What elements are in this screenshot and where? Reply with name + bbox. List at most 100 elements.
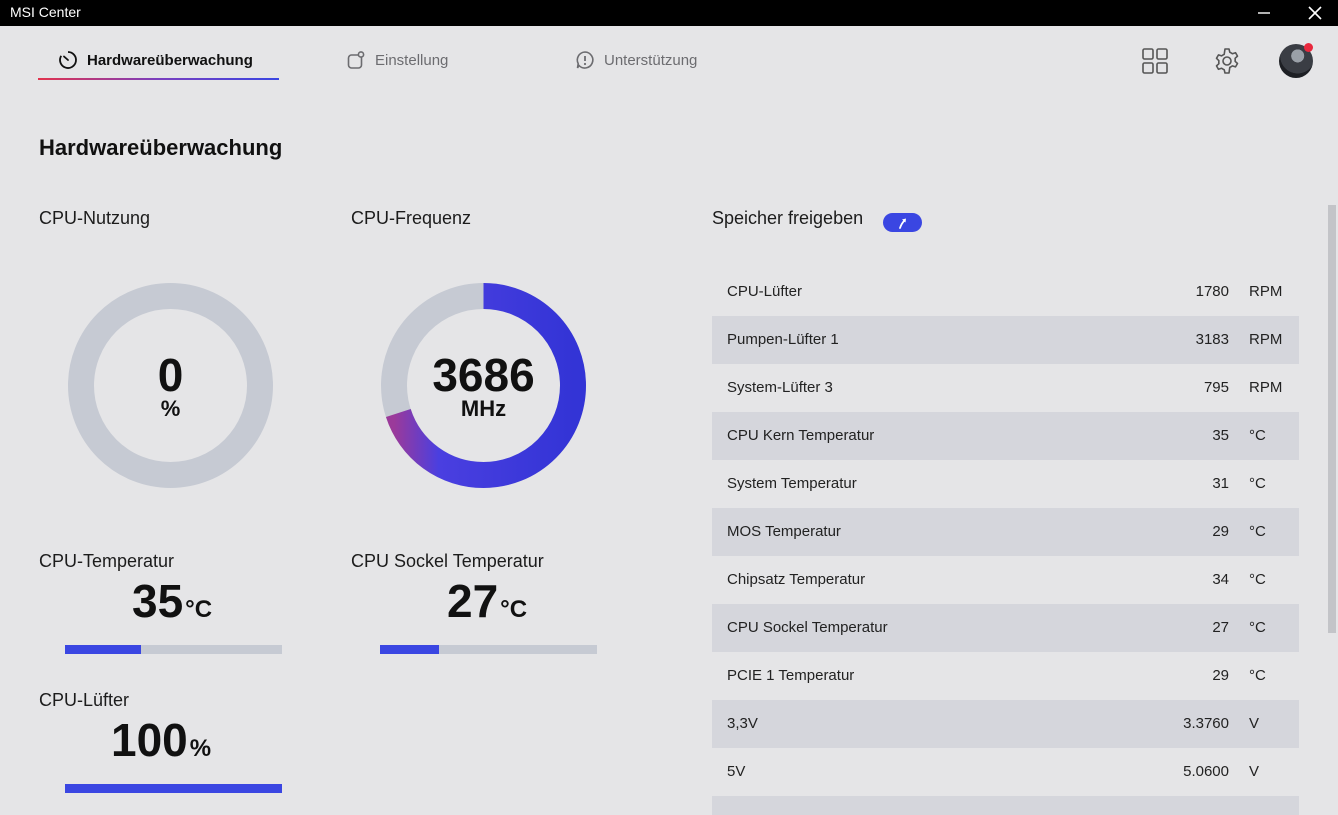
sensor-name: CPU Sockel Temperatur	[727, 619, 888, 636]
sensor-row: CPU Sockel Temperatur 27 °C	[712, 604, 1299, 652]
socket-temp-bar	[380, 645, 597, 654]
sensor-value: 1780	[1195, 283, 1229, 300]
memory-release-button[interactable]	[883, 213, 922, 232]
socket-temp-reading: 27 °C	[447, 574, 527, 628]
sensor-value: 3.3760	[1183, 715, 1229, 732]
sensor-unit: °C	[1249, 619, 1266, 636]
socket-temp-value: 27	[447, 575, 499, 627]
active-tab-indicator	[38, 78, 279, 80]
sensor-name: System-Lüfter 3	[727, 379, 833, 396]
sensor-unit: RPM	[1249, 283, 1283, 300]
sensor-value: 795	[1203, 379, 1229, 396]
gauge-arc	[381, 283, 586, 488]
boost-arrow-icon	[898, 218, 906, 229]
page-title: Hardwareüberwachung	[39, 135, 283, 160]
cpu-usage-value: 0	[157, 348, 184, 401]
sensor-unit: °C	[1249, 523, 1266, 540]
sensor-row: System Temperatur 31 °C	[712, 460, 1299, 508]
notification-dot	[1304, 43, 1313, 52]
sensor-value: 3183	[1195, 331, 1229, 348]
sensor-value: 29	[1212, 667, 1229, 684]
sensor-unit: °C	[1249, 427, 1266, 444]
bar-fill	[65, 784, 282, 793]
tab-hardwareueberwachung[interactable]: Hardwareüberwachung	[57, 40, 253, 80]
cpu-usage-label: CPU-Nutzung	[39, 208, 151, 228]
sensor-unit: V	[1249, 763, 1260, 780]
sensor-unit: °C	[1249, 475, 1266, 492]
sensor-value: 34	[1212, 571, 1229, 588]
sensor-row: Pumpen-Lüfter 1 3183 RPM	[712, 316, 1299, 364]
sensor-value: 31	[1212, 475, 1229, 492]
cpu-fan-unit: %	[189, 735, 212, 762]
sensor-unit: RPM	[1249, 331, 1283, 348]
sensor-unit: RPM	[1249, 379, 1283, 396]
gear-icon	[1215, 48, 1239, 74]
cpu-freq-unit: MHz	[460, 395, 507, 421]
cpu-freq-gauge: 3686 MHz	[381, 283, 586, 488]
sensor-list: CPU-Lüfter 1780 RPM Pumpen-Lüfter 1 3183 RPM S…	[712, 268, 1299, 815]
gauge-track	[68, 283, 273, 488]
title-bar: MSI Center	[0, 0, 1338, 26]
cpu-usage-gauge: 0 %	[68, 283, 273, 488]
close-button[interactable]	[1292, 0, 1338, 26]
cpu-freq-value: 3686	[432, 348, 535, 401]
apps-grid-button[interactable]	[1138, 44, 1172, 78]
sensor-name: MOS Temperatur	[727, 523, 841, 540]
sensor-value: 35	[1212, 427, 1229, 444]
sensor-row: System-Lüfter 3 795 RPM	[712, 364, 1299, 412]
sensor-value: 29	[1212, 523, 1229, 540]
support-icon	[574, 49, 596, 71]
cpu-temp-unit: °C	[185, 596, 213, 623]
sensor-name: CPU-Lüfter	[727, 283, 803, 300]
socket-temp-label: CPU Sockel Temperatur	[351, 551, 544, 571]
sensor-row: Chipsatz Temperatur 34 °C	[712, 556, 1299, 604]
cpu-temp-bar	[65, 645, 282, 654]
sensor-row: CPU Kern Temperatur 35 °C	[712, 412, 1299, 460]
settings-button[interactable]	[1210, 44, 1244, 78]
sensor-row: 5V 5.0600 V	[712, 748, 1299, 796]
tab-unterstuetzung[interactable]: Unterstützung	[574, 40, 697, 80]
sensor-value: 27	[1212, 619, 1229, 636]
sensor-unit: °C	[1249, 571, 1266, 588]
minimize-button[interactable]	[1241, 0, 1287, 26]
sensor-row	[712, 796, 1299, 815]
sensor-name: CPU Kern Temperatur	[727, 427, 875, 444]
sensor-name: Chipsatz Temperatur	[727, 571, 866, 588]
sensor-row: CPU-Lüfter 1780 RPM	[712, 268, 1299, 316]
socket-temp-unit: °C	[500, 596, 528, 623]
sensor-name: 3,3V	[727, 715, 758, 732]
cpu-temp-reading: 35 °C	[132, 574, 212, 628]
bar-fill	[380, 645, 439, 654]
sensor-unit: °C	[1249, 667, 1266, 684]
sensor-name: PCIE 1 Temperatur	[727, 667, 855, 684]
app-title: MSI Center	[10, 4, 81, 20]
cpu-temp-label: CPU-Temperatur	[39, 551, 175, 571]
grid-icon	[1142, 48, 1168, 74]
cpu-fan-value: 100	[111, 714, 188, 766]
sensor-name: 5V	[727, 763, 746, 780]
sensor-unit: V	[1249, 715, 1260, 732]
gauge-icon	[57, 49, 79, 71]
tab-einstellung[interactable]: Einstellung	[345, 40, 448, 80]
tab-label: Unterstützung	[604, 51, 698, 69]
memory-release-label: Speicher freigeben	[712, 208, 864, 228]
sensor-row: 3,3V 3.3760 V	[712, 700, 1299, 748]
cpu-fan-label: CPU-Lüfter	[39, 690, 130, 710]
scrollbar-thumb[interactable]	[1328, 205, 1336, 633]
sensor-row: MOS Temperatur 29 °C	[712, 508, 1299, 556]
tab-label: Hardwareüberwachung	[87, 51, 253, 69]
cpu-temp-value: 35	[132, 575, 184, 627]
bar-fill	[65, 645, 141, 654]
close-icon	[1308, 6, 1322, 20]
cpu-fan-bar	[65, 784, 282, 793]
cpu-usage-unit: %	[160, 395, 181, 421]
cpu-fan-reading: 100 %	[111, 713, 211, 767]
sensor-value: 5.0600	[1183, 763, 1229, 780]
minimize-icon	[1258, 12, 1270, 14]
sensor-row: PCIE 1 Temperatur 29 °C	[712, 652, 1299, 700]
sensor-name: Pumpen-Lüfter 1	[727, 331, 839, 348]
cpu-freq-label: CPU-Frequenz	[351, 208, 472, 228]
tab-label: Einstellung	[375, 51, 449, 69]
settings-square-icon	[345, 49, 367, 71]
sensor-name: System Temperatur	[727, 475, 857, 492]
